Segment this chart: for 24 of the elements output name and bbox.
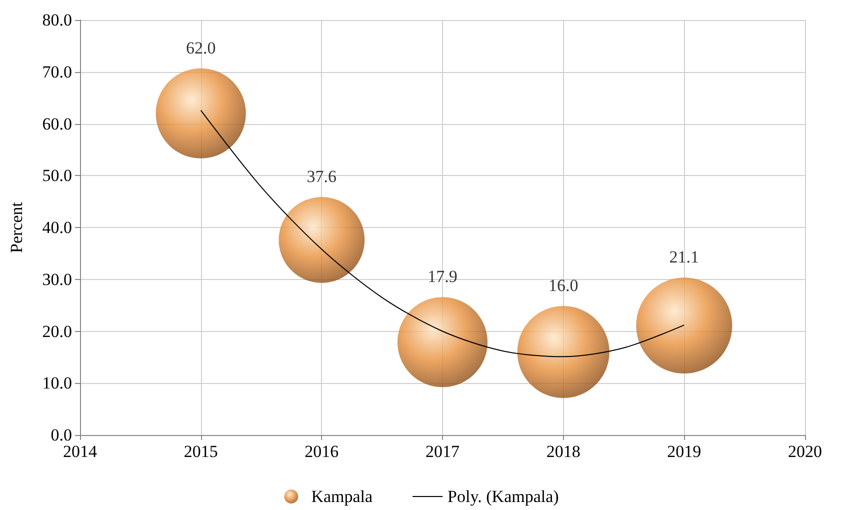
y-tick-label: 20.0 [42,322,72,341]
x-tick-label: 2017 [426,442,460,461]
y-tick-label: 80.0 [42,10,72,30]
y-tick-label: 50.0 [42,166,72,186]
data-label: 21.1 [669,248,700,267]
y-tick-label: 70.0 [42,62,72,82]
x-tick-label: 2015 [184,442,218,461]
data-label: 37.6 [306,167,337,186]
y-tick-label: 30.0 [42,270,72,289]
x-tick-label: 2016 [304,442,339,461]
y-tick-label: 10.0 [42,374,72,393]
data-label: 62.0 [186,38,216,58]
x-tick-label: 2019 [667,442,702,461]
data-label: 17.9 [428,267,458,286]
y-tick-label: 40.0 [42,218,72,237]
legend-label: Kampala [311,487,374,506]
y-axis-title: Percent [7,202,26,253]
data-label: 16.0 [548,276,578,295]
y-tick-label: 0.0 [50,426,72,444]
x-tick-label: 2014 [63,442,98,461]
x-tick-label: 2020 [788,442,822,461]
x-tick-label: 2018 [546,442,580,461]
legend-label: Poly. (Kampala) [448,487,559,506]
y-tick-label: 60.0 [42,114,72,134]
